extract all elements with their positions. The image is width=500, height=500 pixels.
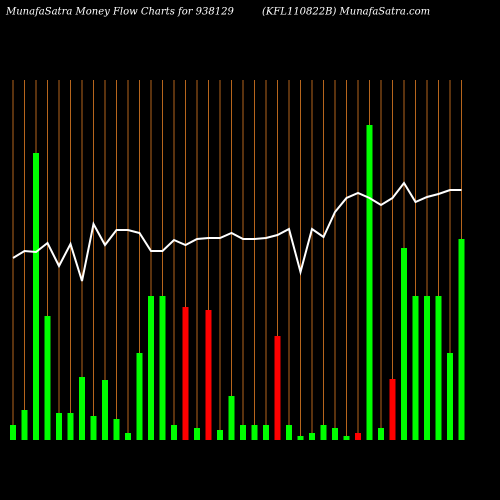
bar	[274, 336, 281, 440]
bar	[56, 413, 62, 440]
bar	[366, 125, 373, 440]
bar	[297, 436, 304, 440]
bar	[217, 430, 223, 440]
bar	[263, 425, 269, 440]
bar	[435, 296, 442, 440]
bar	[90, 416, 97, 440]
bar	[67, 413, 74, 440]
bar	[10, 425, 16, 440]
bar	[21, 410, 28, 440]
bar	[251, 425, 258, 440]
bar	[159, 296, 166, 440]
bar	[79, 377, 85, 440]
bar	[458, 239, 465, 440]
bar	[182, 307, 189, 440]
bar	[343, 436, 350, 440]
bar	[320, 425, 327, 440]
bar	[424, 296, 430, 440]
bar	[378, 428, 384, 440]
bar	[412, 296, 419, 440]
bar	[113, 419, 120, 440]
chart-title: MunafaSatra Money Flow Charts for 938129	[5, 7, 234, 18]
bar	[286, 425, 292, 440]
bar	[401, 248, 407, 440]
bar	[171, 425, 177, 440]
bar	[389, 379, 396, 440]
bar	[332, 428, 338, 440]
bar	[136, 353, 143, 440]
chart-subtitle: (KFL110822B) MunafaSatra.com	[262, 7, 430, 18]
bar	[44, 316, 51, 440]
bar	[205, 310, 212, 440]
bar	[309, 433, 315, 440]
bar	[194, 428, 200, 440]
bar	[355, 433, 361, 440]
bar	[228, 396, 235, 440]
line	[12, 181, 462, 282]
bar	[447, 353, 453, 440]
bar	[240, 425, 246, 440]
bar	[148, 296, 154, 440]
bar	[102, 380, 108, 440]
bar	[33, 153, 39, 440]
bar	[125, 433, 131, 440]
